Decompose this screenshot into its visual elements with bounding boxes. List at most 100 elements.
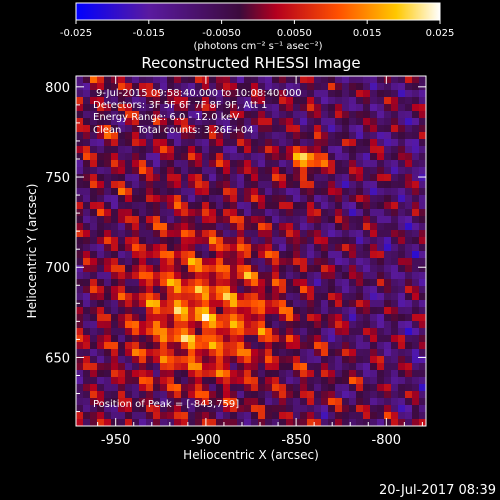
- heatmap-cell: [314, 167, 322, 175]
- heatmap-cell: [419, 160, 426, 168]
- heatmap-cell: [90, 209, 98, 217]
- heatmap-cell: [118, 76, 126, 84]
- heatmap-cell: [209, 384, 217, 392]
- heatmap-cell: [167, 97, 175, 105]
- heatmap-cell: [307, 139, 315, 147]
- heatmap-cell: [328, 307, 336, 315]
- heatmap-cell: [265, 237, 273, 245]
- heatmap-cell: [391, 97, 399, 105]
- heatmap-cell: [279, 398, 287, 406]
- heatmap-cell: [111, 258, 119, 266]
- heatmap-cell: [153, 237, 161, 245]
- heatmap-cell: [139, 342, 147, 350]
- heatmap-cell: [286, 356, 294, 364]
- heatmap-cell: [363, 167, 371, 175]
- heatmap-cell: [405, 363, 413, 371]
- heatmap-cell: [279, 223, 287, 231]
- heatmap-cell: [258, 279, 266, 287]
- heatmap-cell: [125, 216, 133, 224]
- heatmap-cell: [237, 363, 245, 371]
- heatmap-cell: [90, 321, 98, 329]
- heatmap-cell: [272, 153, 280, 161]
- heatmap-cell: [223, 223, 231, 231]
- heatmap-cell: [258, 328, 266, 336]
- heatmap-cell: [237, 356, 245, 364]
- heatmap-cell: [237, 111, 245, 119]
- heatmap-cell: [279, 202, 287, 210]
- heatmap-cell: [244, 286, 252, 294]
- heatmap-cell: [265, 384, 273, 392]
- heatmap-cell: [83, 132, 91, 140]
- heatmap-cell: [76, 370, 84, 378]
- heatmap-cell: [405, 314, 413, 322]
- heatmap-cell: [307, 412, 315, 420]
- heatmap-cell: [202, 195, 210, 203]
- heatmap-cell: [188, 111, 196, 119]
- heatmap-cell: [314, 174, 322, 182]
- heatmap-cell: [90, 258, 98, 266]
- heatmap-cell: [160, 321, 168, 329]
- heatmap-cell: [391, 377, 399, 385]
- heatmap-cell: [398, 167, 406, 175]
- heatmap-cell: [97, 349, 105, 357]
- heatmap-cell: [377, 412, 385, 420]
- heatmap-cell: [174, 286, 182, 294]
- heatmap-cell: [125, 153, 133, 161]
- heatmap-cell: [153, 146, 161, 154]
- heatmap-cell: [258, 146, 266, 154]
- heatmap-cell: [342, 342, 350, 350]
- heatmap-cell: [90, 90, 98, 98]
- heatmap-cell: [160, 412, 168, 420]
- heatmap-cell: [405, 181, 413, 189]
- heatmap-cell: [356, 384, 364, 392]
- heatmap-cell: [405, 132, 413, 140]
- heatmap-cell: [307, 230, 315, 238]
- heatmap-cell: [405, 384, 413, 392]
- heatmap-cell: [188, 314, 196, 322]
- heatmap-cell: [286, 412, 294, 420]
- heatmap-cell: [209, 174, 217, 182]
- heatmap-cell: [314, 244, 322, 252]
- heatmap-cell: [111, 398, 119, 406]
- heatmap-cell: [104, 160, 112, 168]
- heatmap-cell: [244, 398, 252, 406]
- heatmap-cell: [188, 412, 196, 420]
- heatmap-cell: [216, 216, 224, 224]
- heatmap-cell: [419, 356, 426, 364]
- heatmap-cell: [118, 251, 126, 259]
- heatmap-cell: [181, 223, 189, 231]
- heatmap-cell: [195, 356, 203, 364]
- heatmap-cell: [174, 335, 182, 343]
- heatmap-cell: [153, 279, 161, 287]
- heatmap-cell: [335, 356, 343, 364]
- heatmap-cell: [111, 335, 119, 343]
- heatmap-cell: [384, 286, 392, 294]
- heatmap-cell: [251, 139, 259, 147]
- heatmap-cell: [377, 384, 385, 392]
- heatmap-cell: [146, 209, 154, 217]
- heatmap-cell: [265, 419, 273, 426]
- heatmap-cell: [132, 265, 140, 273]
- heatmap-cell: [146, 377, 154, 385]
- heatmap-cell: [405, 237, 413, 245]
- heatmap-cell: [125, 160, 133, 168]
- heatmap-cell: [328, 230, 336, 238]
- heatmap-cell: [230, 272, 238, 280]
- heatmap-cell: [265, 90, 273, 98]
- heatmap-cell: [363, 76, 371, 84]
- heatmap-cell: [342, 111, 350, 119]
- heatmap-cell: [111, 202, 119, 210]
- heatmap-cell: [405, 195, 413, 203]
- heatmap-cell: [111, 286, 119, 294]
- heatmap-cell: [146, 139, 154, 147]
- heatmap-cell: [188, 307, 196, 315]
- heatmap-cell: [412, 153, 420, 161]
- heatmap-cell: [272, 370, 280, 378]
- heatmap-cell: [83, 244, 91, 252]
- heatmap-cell: [223, 160, 231, 168]
- heatmap-cell: [230, 363, 238, 371]
- heatmap-cell: [125, 328, 133, 336]
- heatmap-cell: [272, 118, 280, 126]
- heatmap-cell: [370, 104, 378, 112]
- heatmap-cell: [118, 384, 126, 392]
